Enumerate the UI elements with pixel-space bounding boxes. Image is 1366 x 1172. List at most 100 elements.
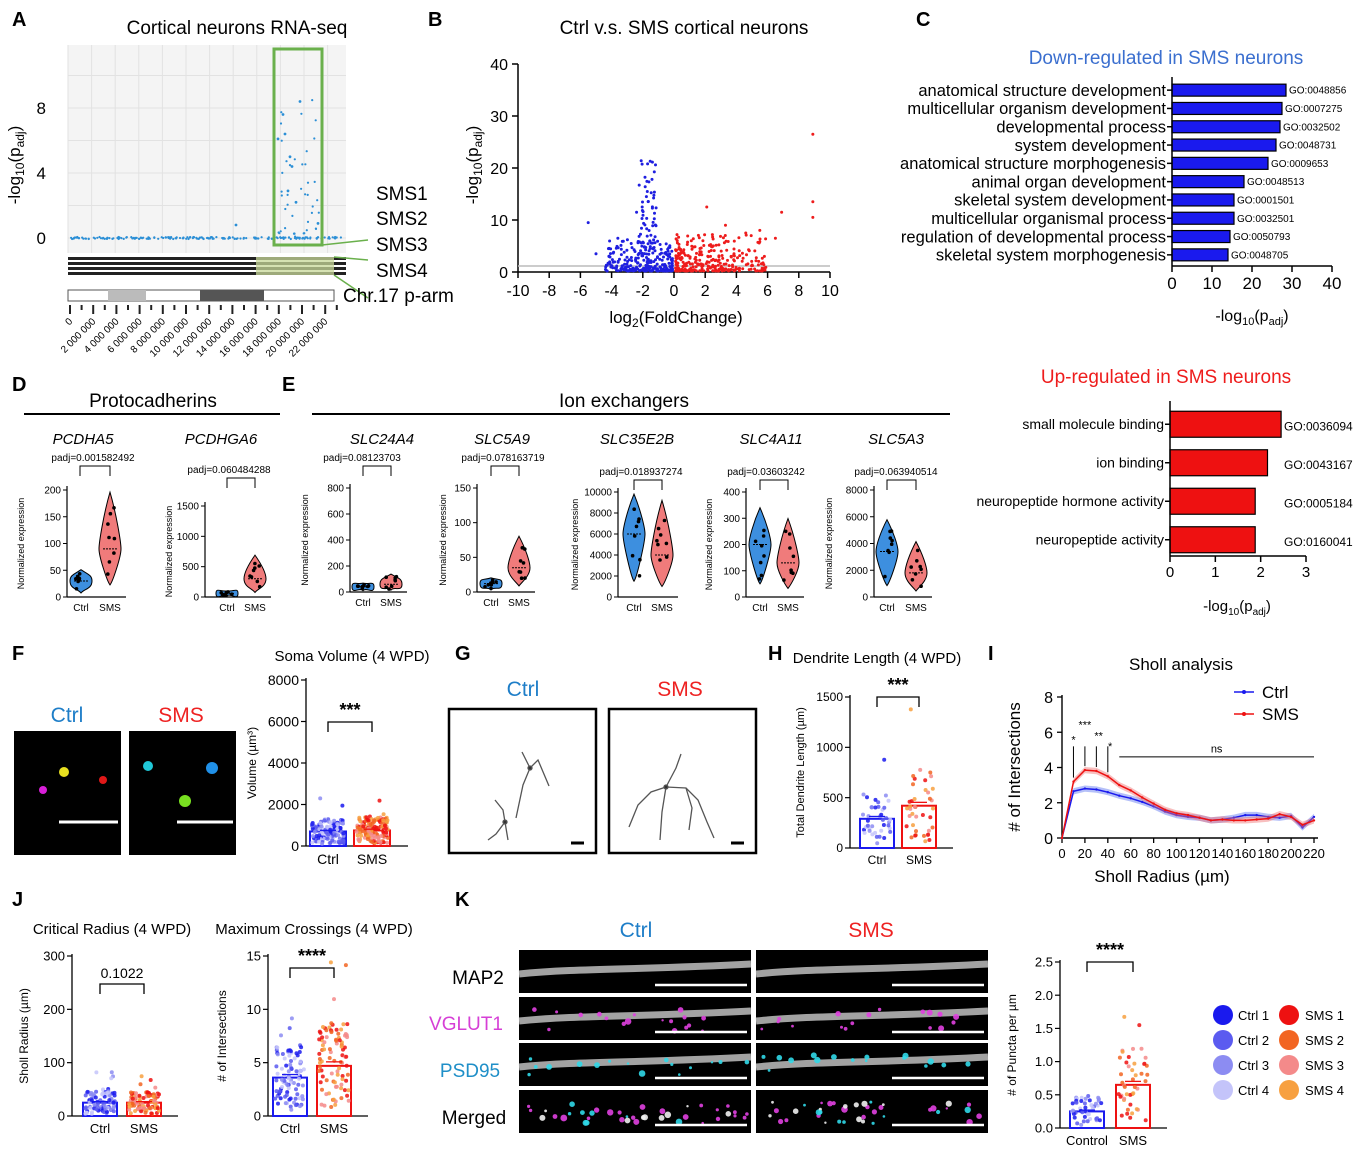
violin-bracket (79, 465, 111, 476)
violin-point (393, 578, 397, 582)
b-x-tick-label: -4 (604, 283, 618, 300)
violin-point (890, 538, 894, 543)
bar-point (930, 825, 935, 830)
bar-y-label: Sholl Radius (µm) (17, 988, 31, 1084)
c-go-term: GO:0043167 (1284, 458, 1353, 472)
b-point-up (725, 248, 729, 252)
bar-point (865, 818, 870, 823)
bar-x-label: Ctrl (280, 1121, 300, 1136)
k-puncta (677, 1007, 684, 1013)
b-point-up (734, 267, 738, 271)
violin-point (521, 561, 526, 565)
b-point-up (701, 239, 705, 243)
panel-b-y-label: -log10(padj) (463, 126, 485, 205)
panel-a-grid (67, 45, 346, 253)
bar-point (139, 1109, 144, 1114)
k-puncta (818, 1110, 823, 1115)
bar-point (905, 806, 910, 811)
bar-point (337, 1038, 342, 1043)
bar-y-tick-label: 0 (58, 1109, 65, 1124)
a-point (280, 194, 283, 197)
b-point-up (740, 251, 744, 255)
a-point (125, 236, 128, 239)
bar-point (335, 827, 340, 831)
violin-gene-name: PCDHA5 (53, 431, 115, 448)
bar-point (310, 834, 315, 839)
violin-point (782, 578, 786, 582)
bar-y-tick-label: 2.0 (1035, 988, 1053, 1003)
bar-point (869, 805, 874, 810)
bar-point (882, 757, 887, 762)
k-puncta (682, 1015, 687, 1020)
b-point-down (642, 266, 645, 270)
bar-point (138, 1082, 143, 1087)
a-point (300, 187, 303, 190)
k-puncta (670, 1062, 674, 1066)
bar-point (286, 1069, 291, 1074)
c-bar (1171, 211, 1235, 225)
violin-y-tick-label: 0 (606, 593, 612, 604)
k-puncta (773, 1108, 779, 1114)
a-point (276, 137, 280, 141)
violin-point (255, 579, 260, 584)
bar-point (83, 1106, 88, 1111)
violin-point (656, 542, 660, 547)
a-point (192, 235, 195, 239)
b-point-up (683, 269, 687, 273)
b-point-down (646, 162, 650, 166)
k-puncta (878, 1105, 884, 1110)
bar-point (287, 1053, 292, 1058)
b-point-up (703, 233, 707, 237)
bar-point (94, 1107, 99, 1112)
bar-point (274, 1078, 279, 1083)
b-point-down (634, 256, 638, 260)
a-point (294, 235, 297, 238)
i-point (1267, 815, 1270, 819)
b-point-down (641, 254, 645, 258)
c-bar (1171, 156, 1269, 170)
bar-point (294, 1069, 299, 1074)
bar-point (344, 1063, 349, 1068)
bar-point (138, 1105, 143, 1110)
b-point-down (641, 210, 645, 214)
a-point (101, 237, 104, 240)
c-category-label: anatomical structure development (918, 82, 1166, 100)
k-puncta (664, 1111, 672, 1119)
b-point-down (660, 258, 664, 262)
a-point (139, 236, 142, 239)
b-y-tick-label: 20 (490, 161, 508, 178)
k-puncta (951, 1020, 956, 1025)
bar-point (340, 1053, 345, 1058)
b-point-up (746, 262, 750, 266)
b-point-up (694, 258, 698, 262)
violin-gene-name: SLC5A9 (474, 431, 531, 448)
b-point-up (711, 263, 715, 267)
bar-point (1131, 1046, 1135, 1051)
bar-point (329, 1105, 334, 1109)
violin-point (630, 553, 635, 558)
bar-ctrl (859, 817, 895, 849)
bar-point (365, 837, 370, 841)
k-puncta (678, 1073, 681, 1076)
violin-point (915, 559, 919, 563)
k-puncta (784, 1118, 789, 1123)
k-puncta (632, 1013, 637, 1017)
a-point (331, 236, 334, 239)
a-point (290, 165, 294, 168)
k-puncta (582, 1119, 589, 1126)
violin-point (910, 578, 915, 582)
violin-bracket (490, 465, 520, 476)
a-point (106, 236, 109, 239)
violin-y-tick-label: 100 (723, 566, 740, 577)
panel-f: Ctrl SMS Soma Volume (4 WPD) 8000 6000 400… (14, 648, 430, 867)
bar-point (1137, 1023, 1142, 1028)
bar-point (273, 1096, 278, 1101)
violin-y-tick-label: 200 (723, 540, 740, 551)
bar-point (328, 960, 333, 965)
panel-letter-d: D (12, 374, 26, 396)
bar-point (861, 812, 865, 817)
b-point-up (716, 263, 720, 267)
bar-point (372, 818, 377, 823)
bar-point (277, 1089, 282, 1094)
bar-point (83, 1093, 88, 1098)
